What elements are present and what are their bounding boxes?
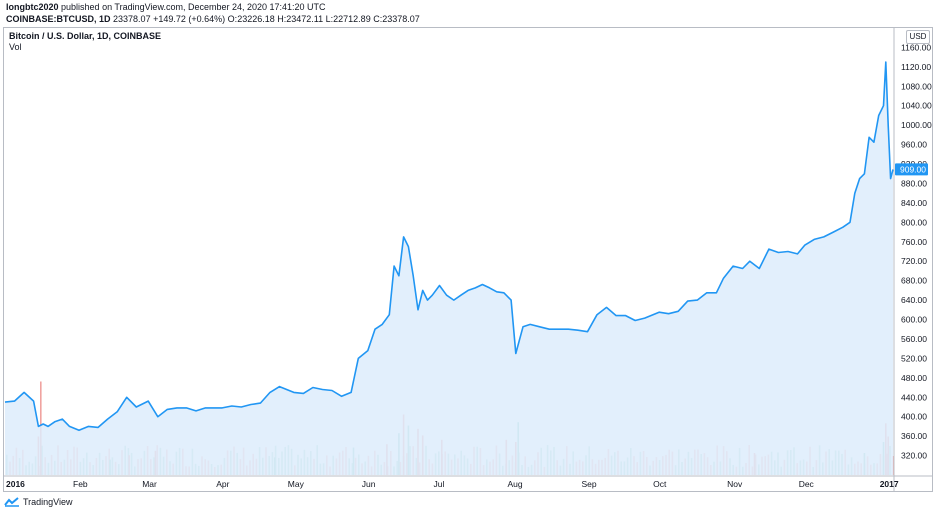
footer-brand[interactable]: TradingView <box>4 497 73 507</box>
last-price-tag-label: 909.00 <box>900 164 926 174</box>
time-tick-label: May <box>288 479 305 489</box>
price-line <box>4 61 894 432</box>
price-change: +149.72 (+0.64%) <box>153 14 226 24</box>
open-value: 23226.18 <box>237 14 275 24</box>
legend-vol: Vol <box>9 42 22 52</box>
chart-frame <box>3 27 933 492</box>
last-price-tag <box>895 163 928 176</box>
low-label: L: <box>325 14 334 24</box>
time-tick-label: Dec <box>799 479 815 489</box>
time-tick-label: Sep <box>582 479 597 489</box>
price-tick-label: 840.00 <box>901 198 927 208</box>
publish-info: longbtc2020 published on TradingView.com… <box>6 2 326 12</box>
price-tick-label: 680.00 <box>901 276 927 286</box>
price-tick-label: 400.00 <box>901 412 927 422</box>
price-tick-label: 440.00 <box>901 392 927 402</box>
price-tick-label: 1160.00 <box>901 42 931 52</box>
last-price: 23378.07 <box>113 14 151 24</box>
chart-legend: Bitcoin / U.S. Dollar, 1D, COINBASE Vol <box>9 31 161 53</box>
price-tick-label: 720.00 <box>901 256 927 266</box>
price-tick-label: 360.00 <box>901 431 927 441</box>
price-tick-label: 600.00 <box>901 315 927 325</box>
price-tick-label: 760.00 <box>901 237 927 247</box>
time-tick-label: Nov <box>727 479 743 489</box>
symbol-quote-line: COINBASE:BTCUSD, 1D 23378.07 +149.72 (+0… <box>6 14 420 24</box>
close-label: C: <box>373 14 383 24</box>
time-tick-label: Jun <box>362 479 376 489</box>
close-value: 23378.07 <box>382 14 420 24</box>
publisher-user[interactable]: longbtc2020 <box>6 2 59 12</box>
legend-title: Bitcoin / U.S. Dollar, 1D, COINBASE <box>9 31 162 41</box>
volume-bar <box>892 456 894 475</box>
price-tick-label: 880.00 <box>901 179 927 189</box>
price-tick-label: 560.00 <box>901 334 927 344</box>
high-value: 23472.11 <box>286 14 324 24</box>
time-tick-label: Jul <box>434 479 445 489</box>
low-value: 22712.89 <box>333 14 371 24</box>
price-tick-label: 640.00 <box>901 295 927 305</box>
open-label: O: <box>227 14 238 24</box>
price-area <box>5 62 893 475</box>
price-tick-label: 520.00 <box>901 353 927 363</box>
time-tick-label: 2016 <box>6 479 25 489</box>
price-tick-label: 1080.00 <box>901 81 932 91</box>
time-tick-label: Feb <box>73 479 88 489</box>
price-tick-label: 1040.00 <box>901 101 932 111</box>
footer-brand-label: TradingView <box>23 497 73 507</box>
currency-button[interactable]: USD <box>906 30 930 44</box>
price-tick-label: 800.00 <box>901 217 927 227</box>
time-tick-label: 2017 <box>880 479 899 489</box>
time-tick-label: Mar <box>142 479 157 489</box>
price-tick-label: 480.00 <box>901 373 927 383</box>
time-tick-label: Aug <box>508 479 523 489</box>
tradingview-logo-icon <box>4 497 19 507</box>
price-tick-label: 960.00 <box>901 140 927 150</box>
symbol: COINBASE:BTCUSD, 1D <box>6 14 111 24</box>
time-tick-label: Oct <box>653 479 667 489</box>
price-tick-label: 320.00 <box>901 451 927 461</box>
high-label: H: <box>277 14 287 24</box>
publisher-text: published on TradingView.com, December 2… <box>61 2 326 12</box>
price-tick-label: 1120.00 <box>901 62 931 72</box>
price-tick-label: 1000.00 <box>901 120 932 130</box>
time-tick-label: Apr <box>216 479 229 489</box>
